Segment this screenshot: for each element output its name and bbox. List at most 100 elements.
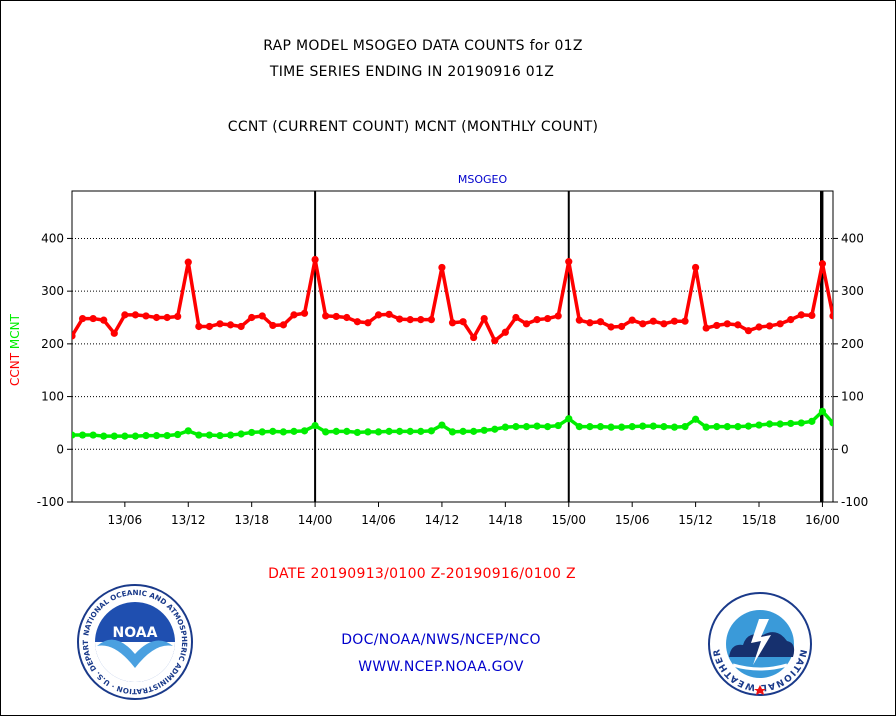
- data-point-ccnt: [174, 312, 182, 321]
- y-axis-label-part: MCNT: [8, 313, 22, 353]
- data-point-mcnt: [829, 419, 833, 427]
- data-point-ccnt: [396, 315, 404, 323]
- data-point-ccnt: [480, 314, 488, 323]
- data-point-mcnt: [755, 421, 763, 429]
- star-icon: [754, 685, 766, 695]
- data-point-ccnt: [131, 311, 140, 319]
- data-point-mcnt: [554, 421, 562, 430]
- data-point-mcnt: [691, 415, 700, 423]
- data-point-ccnt: [734, 321, 742, 329]
- data-point-mcnt: [248, 428, 256, 437]
- data-point-mcnt: [427, 427, 435, 435]
- x-tick-label: 15/06: [615, 513, 650, 527]
- data-point-ccnt: [691, 263, 700, 272]
- line-chart: -100 -100 0 0 100 100 200 200 300 300 400 400 13/06 1…: [8, 173, 868, 527]
- y-tick-label-left: 100: [41, 390, 64, 404]
- data-point-ccnt: [121, 311, 129, 319]
- data-point-ccnt: [797, 311, 805, 319]
- data-point-ccnt: [713, 321, 721, 330]
- data-point-mcnt: [279, 428, 287, 436]
- website-link[interactable]: WWW.NCEP.NOAA.GOV: [358, 659, 524, 675]
- data-point-ccnt: [765, 322, 774, 330]
- y-tick-label-right: 300: [841, 284, 864, 298]
- date-range-label: DATE 20190913/0100 Z-20190916/0100 Z: [268, 566, 576, 582]
- noaa-logo-text: NOAA: [113, 625, 158, 641]
- plot-area: [71, 190, 834, 503]
- data-point-mcnt: [480, 426, 488, 434]
- data-point-mcnt: [470, 427, 478, 435]
- y-tick-label-left: 200: [41, 337, 64, 351]
- data-point-mcnt: [269, 427, 277, 435]
- series-line-ccnt: [72, 257, 833, 343]
- y-tick-label-right: 400: [841, 231, 864, 245]
- data-point-mcnt: [787, 419, 795, 428]
- data-point-ccnt: [100, 316, 108, 324]
- data-point-mcnt: [565, 415, 573, 423]
- chart-title-line2: TIME SERIES ENDING IN 20190916 01Z: [269, 64, 555, 80]
- data-point-mcnt: [713, 423, 721, 431]
- data-point-ccnt: [565, 258, 573, 266]
- data-point-ccnt: [269, 321, 277, 330]
- org-label: DOC/NOAA/NWS/NCEP/NCO: [341, 632, 541, 648]
- data-point-mcnt: [544, 423, 552, 431]
- data-point-mcnt: [163, 431, 171, 440]
- x-tick-label: 13/12: [171, 513, 206, 527]
- data-point-mcnt: [639, 422, 647, 430]
- data-point-ccnt: [248, 313, 256, 322]
- data-point-mcnt: [818, 407, 827, 415]
- data-point-ccnt: [374, 311, 383, 319]
- data-point-ccnt: [72, 332, 76, 340]
- x-tick-label: 14/18: [488, 513, 523, 527]
- data-point-ccnt: [586, 319, 594, 327]
- data-point-ccnt: [596, 318, 605, 326]
- data-point-ccnt: [723, 320, 731, 328]
- data-point-ccnt: [575, 316, 583, 324]
- y-axis-label: CCNT MCNT: [8, 313, 22, 386]
- data-point-mcnt: [237, 430, 245, 438]
- data-point-ccnt: [110, 329, 118, 337]
- data-point-ccnt: [89, 314, 97, 323]
- data-point-mcnt: [776, 420, 784, 428]
- data-point-ccnt: [205, 322, 214, 331]
- data-point-ccnt: [142, 312, 150, 320]
- data-point-mcnt: [258, 428, 266, 436]
- nws-logo: NATIONAL WEATHER SERVICE: [707, 591, 812, 696]
- data-point-mcnt: [110, 432, 118, 440]
- data-point-ccnt: [322, 312, 330, 320]
- x-tick-label: 14/06: [361, 513, 396, 527]
- data-point-ccnt: [776, 320, 784, 328]
- data-point-ccnt: [311, 255, 319, 264]
- data-point-ccnt: [258, 312, 266, 320]
- data-point-ccnt: [618, 322, 626, 331]
- data-point-ccnt: [512, 313, 520, 322]
- x-tick-label: 15/12: [678, 513, 713, 527]
- data-point-mcnt: [195, 431, 203, 439]
- data-point-mcnt: [459, 427, 467, 435]
- data-point-ccnt: [427, 316, 435, 324]
- data-point-mcnt: [364, 428, 372, 436]
- data-point-mcnt: [491, 425, 499, 433]
- data-point-ccnt: [702, 324, 710, 332]
- data-point-mcnt: [501, 423, 509, 431]
- data-point-mcnt: [406, 427, 414, 435]
- data-point-mcnt: [448, 428, 457, 436]
- chart-subtitle: CCNT (CURRENT COUNT) MCNT (MONTHLY COUNT…: [227, 119, 599, 135]
- data-point-mcnt: [702, 423, 710, 431]
- data-point-ccnt: [290, 311, 298, 319]
- data-point-mcnt: [618, 423, 626, 431]
- data-point-ccnt: [448, 319, 457, 327]
- data-point-mcnt: [522, 423, 531, 431]
- x-tick-label: 14/00: [298, 513, 333, 527]
- data-point-mcnt: [353, 428, 361, 437]
- y-tick-label-right: 200: [841, 337, 864, 351]
- data-point-mcnt: [121, 432, 129, 440]
- data-point-mcnt: [734, 423, 742, 431]
- data-point-mcnt: [300, 427, 309, 435]
- x-tick-label: 15/00: [551, 513, 586, 527]
- data-point-mcnt: [808, 417, 816, 425]
- data-point-mcnt: [152, 431, 161, 440]
- data-point-ccnt: [332, 312, 340, 321]
- data-point-ccnt: [237, 322, 245, 331]
- data-point-mcnt: [311, 421, 319, 430]
- y-tick-label-left: 300: [41, 284, 64, 298]
